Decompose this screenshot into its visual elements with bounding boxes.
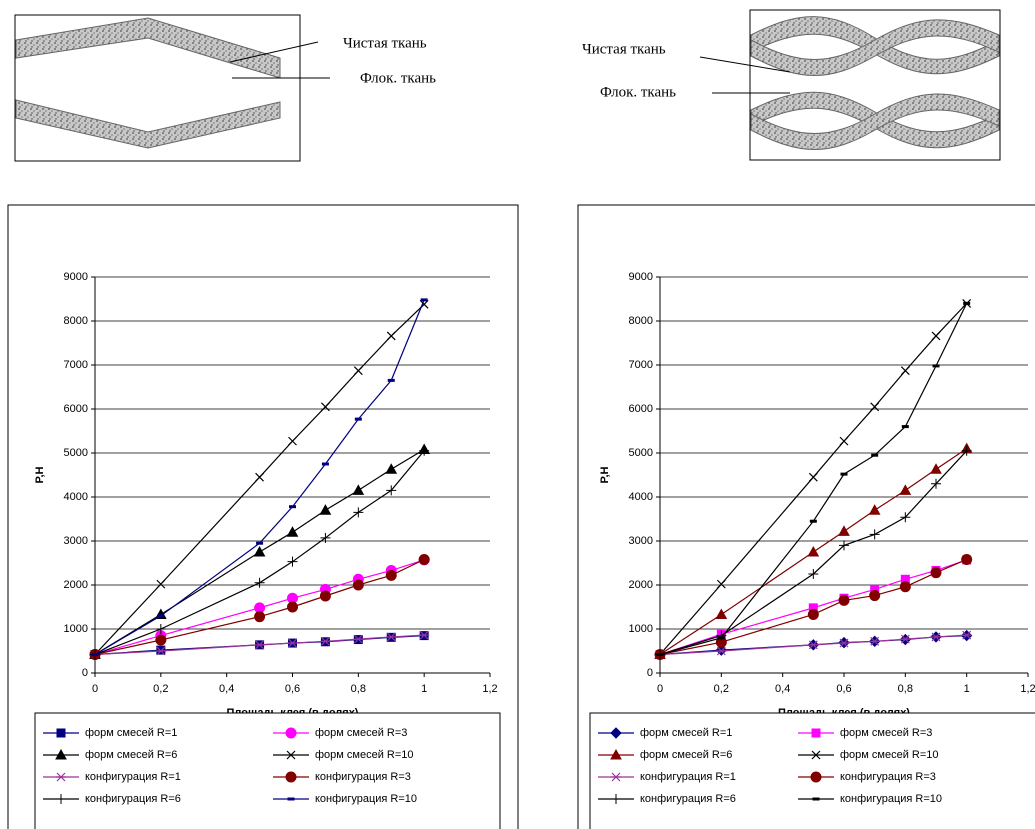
legend-marker [288, 798, 294, 800]
marker [902, 426, 908, 428]
marker [320, 591, 330, 601]
marker [288, 602, 298, 612]
y-tick-label: 8000 [64, 315, 88, 327]
marker [718, 637, 724, 639]
y-tick-label: 2000 [629, 579, 653, 591]
legend-label: форм смесей R=10 [315, 749, 414, 761]
label: Чистая ткань [582, 41, 666, 57]
label: Чистая ткань [343, 35, 427, 51]
marker [810, 520, 816, 522]
y-tick-label: 6000 [64, 403, 88, 415]
y-tick-label: 2000 [64, 579, 88, 591]
marker [156, 635, 166, 645]
marker [290, 506, 296, 508]
x-tick-label: 1 [421, 683, 427, 695]
legend-label: форм смесей R=6 [85, 749, 177, 761]
marker [421, 299, 427, 301]
y-tick-label: 0 [82, 667, 88, 679]
label: Флок. ткань [600, 84, 676, 100]
legend-label: конфигурация R=1 [85, 771, 181, 783]
marker [353, 580, 363, 590]
marker [808, 609, 818, 619]
legend-label: форм смесей R=1 [85, 727, 177, 739]
legend-marker [812, 729, 820, 737]
y-tick-label: 1000 [629, 623, 653, 635]
x-tick-label: 0,2 [714, 683, 729, 695]
legend-label: конфигурация R=3 [315, 771, 411, 783]
legend-label: конфигурация R=6 [640, 793, 736, 805]
legend-marker [286, 728, 296, 738]
marker [933, 365, 939, 367]
x-tick-label: 0,4 [775, 683, 790, 695]
y-tick-label: 7000 [629, 359, 653, 371]
y-axis-label: P,H [599, 466, 611, 483]
x-tick-label: 0,2 [153, 683, 168, 695]
marker [92, 654, 98, 656]
y-tick-label: 5000 [64, 447, 88, 459]
legend-label: конфигурация R=10 [840, 793, 942, 805]
marker [386, 570, 396, 580]
marker [841, 473, 847, 475]
legend-label: конфигурация R=1 [640, 771, 736, 783]
marker [964, 302, 970, 304]
x-tick-label: 0,6 [285, 683, 300, 695]
x-tick-label: 0,8 [351, 683, 366, 695]
marker [255, 612, 265, 622]
figure: Чистая ткань Флок. ткань Чистая ткань Фл… [0, 0, 1035, 829]
marker [657, 654, 663, 656]
x-tick-label: 0,6 [836, 683, 851, 695]
marker [257, 542, 263, 544]
x-tick-label: 1,2 [1020, 683, 1035, 695]
legend-label: конфигурация R=3 [840, 771, 936, 783]
legend-marker [57, 729, 65, 737]
legend-marker [811, 772, 821, 782]
legend-label: форм смесей R=3 [840, 727, 932, 739]
marker [870, 591, 880, 601]
page: {"diagrams": [ {"labels": ["Чистая ткань… [0, 0, 1035, 829]
legend-label: форм смесей R=3 [315, 727, 407, 739]
y-tick-label: 0 [647, 667, 653, 679]
marker [872, 454, 878, 456]
x-tick-label: 1 [964, 683, 970, 695]
legend-label: форм смесей R=6 [640, 749, 732, 761]
y-tick-label: 8000 [629, 315, 653, 327]
marker [322, 463, 328, 465]
legend-label: форм смесей R=10 [840, 749, 939, 761]
x-tick-label: 0 [92, 683, 98, 695]
legend-marker [286, 772, 296, 782]
legend-label: конфигурация R=10 [315, 793, 417, 805]
y-tick-label: 6000 [629, 403, 653, 415]
legend-label: конфигурация R=6 [85, 793, 181, 805]
y-tick-label: 4000 [629, 491, 653, 503]
marker [157, 646, 165, 654]
y-tick-label: 4000 [64, 491, 88, 503]
x-tick-label: 0,8 [898, 683, 913, 695]
x-tick-label: 0 [657, 683, 663, 695]
marker [900, 582, 910, 592]
marker [355, 418, 361, 420]
legend-label: форм смесей R=1 [640, 727, 732, 739]
y-tick-label: 7000 [64, 359, 88, 371]
marker [839, 595, 849, 605]
y-axis-label: P,H [34, 466, 46, 483]
y-tick-label: 9000 [64, 271, 88, 283]
x-tick-label: 1,2 [482, 683, 497, 695]
y-tick-label: 3000 [64, 535, 88, 547]
y-tick-label: 3000 [629, 535, 653, 547]
label: Флок. ткань [360, 70, 436, 86]
legend-marker [813, 798, 819, 800]
marker [419, 554, 429, 564]
marker [931, 568, 941, 578]
y-tick-label: 9000 [629, 271, 653, 283]
marker [388, 379, 394, 381]
x-tick-label: 0,4 [219, 683, 234, 695]
y-tick-label: 1000 [64, 623, 88, 635]
y-tick-label: 5000 [629, 447, 653, 459]
marker [962, 554, 972, 564]
marker [158, 615, 164, 617]
